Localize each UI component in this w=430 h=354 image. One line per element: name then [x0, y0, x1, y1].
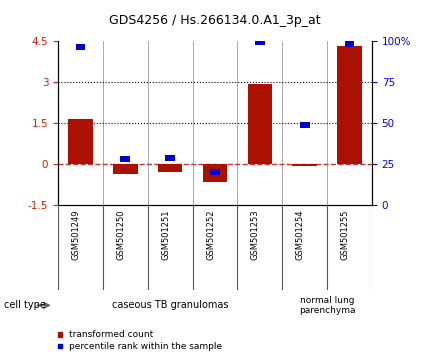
Bar	[248, 84, 272, 164]
Text: GSM501255: GSM501255	[341, 210, 350, 260]
Bar	[68, 119, 93, 164]
Text: normal lung
parenchyma: normal lung parenchyma	[299, 296, 355, 315]
Text: cell type: cell type	[4, 300, 46, 310]
Text: transformed count: transformed count	[69, 330, 153, 339]
Text: GSM501249: GSM501249	[71, 210, 80, 260]
Bar	[292, 164, 317, 166]
Text: GSM501251: GSM501251	[161, 210, 170, 260]
Bar	[300, 122, 310, 128]
Bar	[337, 46, 362, 164]
Text: GDS4256 / Hs.266134.0.A1_3p_at: GDS4256 / Hs.266134.0.A1_3p_at	[109, 14, 321, 27]
Text: GSM501250: GSM501250	[116, 210, 125, 260]
Text: GSM501252: GSM501252	[206, 210, 215, 260]
Bar	[120, 156, 130, 162]
Text: GSM501253: GSM501253	[251, 210, 260, 260]
Text: percentile rank within the sample: percentile rank within the sample	[69, 342, 222, 351]
Bar	[255, 39, 265, 45]
Bar	[58, 344, 62, 348]
Bar	[210, 169, 220, 176]
Bar	[203, 164, 227, 182]
Text: GSM501254: GSM501254	[296, 210, 305, 260]
Text: caseous TB granulomas: caseous TB granulomas	[112, 300, 228, 310]
Bar	[113, 164, 138, 174]
Bar	[58, 332, 62, 337]
Bar	[76, 44, 86, 50]
Bar	[344, 41, 354, 47]
Bar	[158, 164, 182, 172]
Bar	[165, 155, 175, 161]
